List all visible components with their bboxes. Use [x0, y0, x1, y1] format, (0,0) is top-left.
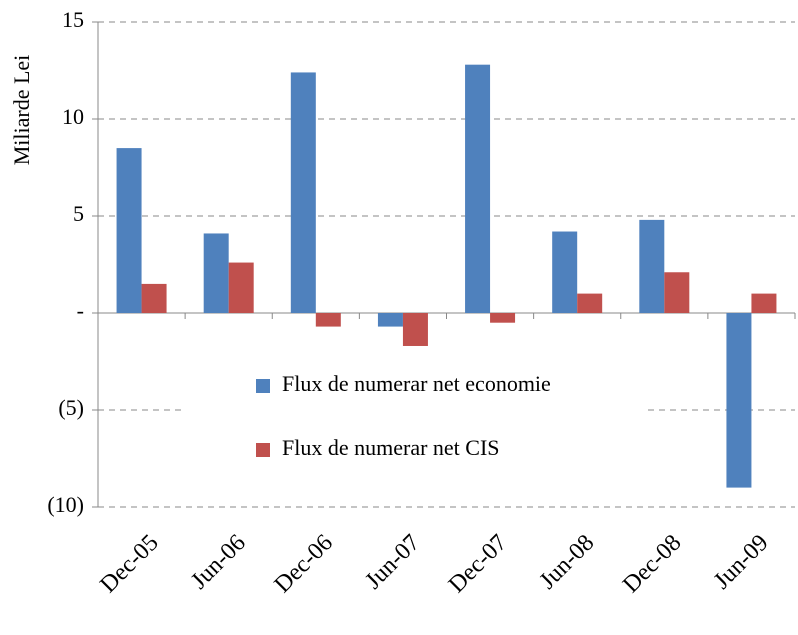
y-axis-label: Miliarde Lei [9, 55, 34, 166]
x-tick-label: Dec-05 [95, 530, 163, 598]
bar [639, 219, 665, 313]
bar [664, 272, 690, 313]
y-tick-label: 10 [62, 104, 84, 129]
x-tick-label: Dec-06 [270, 530, 338, 598]
y-tick-label: (5) [58, 395, 84, 420]
y-tick-label: 15 [62, 7, 84, 32]
y-tick-label: 5 [73, 201, 84, 226]
bar [315, 313, 341, 327]
bar [577, 293, 603, 313]
bar [116, 148, 142, 313]
bar [377, 313, 403, 327]
x-tick-label: Dec-07 [444, 530, 512, 598]
bar [465, 64, 491, 314]
x-tick-label: Dec-08 [618, 530, 686, 598]
y-tick-label: (10) [47, 492, 84, 517]
bar [751, 293, 777, 313]
bar [203, 233, 229, 313]
legend-swatch [256, 379, 270, 393]
x-tick-label: Jun-09 [709, 530, 774, 595]
bar [490, 313, 516, 323]
bar [228, 262, 254, 313]
legend-label: Flux de numerar net CIS [282, 435, 500, 460]
legend-label: Flux de numerar net economie [282, 371, 551, 396]
x-tick-label: Jun-06 [186, 530, 251, 595]
y-tick-label: - [77, 298, 84, 323]
bar [726, 313, 752, 488]
bar [552, 231, 578, 313]
bar [141, 283, 167, 313]
bar [402, 313, 428, 346]
bar [290, 72, 316, 313]
x-tick-label: Jun-08 [535, 530, 600, 595]
x-tick-label: Jun-07 [360, 530, 425, 595]
legend-swatch [256, 443, 270, 457]
